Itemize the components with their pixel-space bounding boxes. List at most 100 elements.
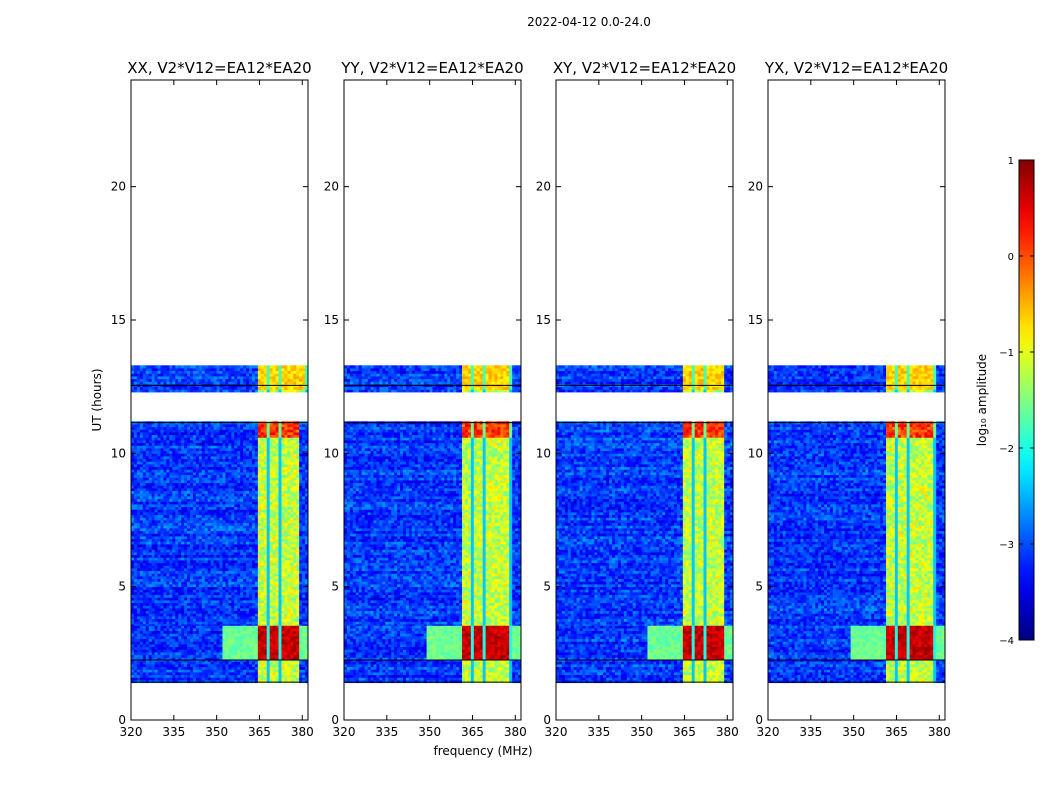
heatmap-cell (290, 504, 294, 508)
heatmap-cell (145, 514, 150, 518)
heatmap-cell (260, 570, 265, 574)
heatmap-cell (228, 560, 232, 564)
heatmap-cell (228, 522, 232, 526)
heatmap-cell (296, 520, 300, 524)
heatmap-cell (213, 660, 218, 662)
heatmap-cell (290, 533, 294, 537)
heatmap-cell (148, 474, 153, 478)
heatmap-cell (222, 504, 226, 508)
heatmap-cell (195, 466, 200, 470)
heatmap-cell (178, 633, 182, 637)
heatmap-cell (272, 546, 277, 550)
heatmap-cell (254, 649, 259, 653)
heatmap-cell (246, 584, 250, 588)
heatmap-cell (266, 520, 271, 524)
heatmap-cell (251, 680, 256, 684)
heatmap-cell (148, 560, 153, 564)
heatmap-cell (133, 644, 138, 648)
heatmap-cell (231, 573, 235, 577)
heatmap-cell (299, 644, 303, 648)
heatmap-cell (284, 644, 288, 648)
heatmap-cell (204, 677, 209, 681)
heatmap-cell (293, 584, 297, 588)
heatmap-cell (251, 578, 256, 582)
heatmap-cell (263, 490, 268, 494)
heatmap-cell (305, 522, 308, 526)
heatmap-cell (257, 654, 262, 658)
heatmap-cell (249, 674, 253, 678)
heatmap-cell (287, 546, 291, 550)
heatmap-cell (222, 646, 226, 650)
heatmap-cell (148, 576, 153, 580)
heatmap-cell (175, 493, 179, 497)
heatmap-cell (133, 570, 138, 574)
heatmap-cell (151, 538, 156, 542)
heatmap-cell (243, 546, 247, 550)
heatmap-cell (281, 641, 285, 645)
heatmap-cell (257, 610, 262, 614)
heatmap-cell (296, 517, 300, 521)
heatmap-cell (198, 605, 203, 609)
heatmap-cell (151, 488, 156, 492)
heatmap-cell (281, 573, 285, 577)
heatmap-cell (231, 602, 235, 606)
heatmap-cell (198, 589, 203, 593)
heatmap-cell (139, 628, 144, 632)
heatmap-cell (204, 664, 209, 668)
heatmap-cell (272, 674, 277, 678)
heatmap-cell (243, 584, 247, 588)
heatmap-cell (172, 602, 176, 606)
heatmap-cell (260, 474, 265, 478)
heatmap-cell (172, 461, 176, 465)
heatmap-cell (237, 538, 241, 542)
heatmap-cell (178, 477, 182, 481)
heatmap-cell (142, 525, 147, 529)
heatmap-cell (225, 536, 229, 540)
heatmap-cell (299, 608, 303, 612)
heatmap-cell (257, 570, 262, 574)
heatmap-cell (260, 549, 265, 553)
heatmap-cell (190, 552, 194, 556)
heatmap-cell (257, 466, 262, 470)
heatmap-cell (175, 573, 179, 577)
heatmap-cell (278, 638, 283, 642)
heatmap-cell (201, 646, 206, 650)
heatmap-cell (263, 646, 268, 650)
heatmap-cell (269, 525, 274, 529)
heatmap-cell (172, 485, 176, 489)
heatmap-cell (210, 560, 215, 564)
heatmap-cell (145, 628, 150, 632)
heatmap-cell (222, 546, 226, 550)
heatmap-cell (246, 654, 250, 658)
heatmap-cell (133, 625, 138, 629)
heatmap-cell (187, 573, 191, 577)
heatmap-cell (269, 621, 274, 625)
heatmap-cell (272, 610, 277, 614)
heatmap-cell (163, 597, 167, 601)
heatmap-cell (231, 636, 235, 640)
heatmap-cell (136, 552, 141, 556)
heatmap-cell (290, 597, 294, 601)
heatmap-cell (175, 488, 179, 492)
heatmap-cell (210, 646, 215, 650)
heatmap-cell (136, 493, 141, 497)
heatmap-cell (299, 562, 303, 566)
heatmap-cell (246, 477, 250, 481)
heatmap-cell (184, 621, 188, 625)
heatmap-cell (136, 602, 141, 606)
heatmap-cell (216, 618, 221, 622)
heatmap-cell (269, 610, 274, 614)
heatmap-cell (222, 557, 226, 561)
heatmap-cell (136, 506, 141, 510)
heatmap-cell (163, 477, 167, 481)
heatmap-cell (305, 533, 308, 537)
heatmap-cell (225, 613, 229, 617)
heatmap-cell (263, 514, 268, 518)
heatmap-cell (213, 493, 218, 497)
heatmap-cell (175, 664, 179, 668)
heatmap-cell (133, 488, 138, 492)
heatmap-cell (154, 546, 159, 550)
heatmap-cell (296, 562, 300, 566)
heatmap-cell (216, 501, 221, 505)
heatmap-cell (213, 674, 218, 678)
